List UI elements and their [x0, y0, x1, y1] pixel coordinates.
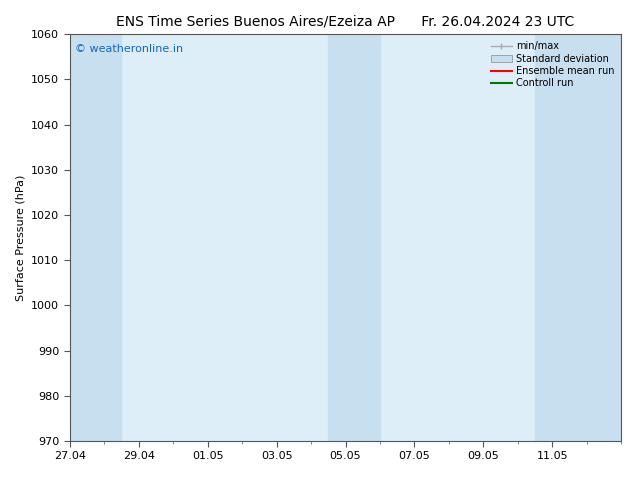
Bar	[535, 34, 621, 441]
Legend: min/max, Standard deviation, Ensemble mean run, Controll run: min/max, Standard deviation, Ensemble me…	[489, 39, 616, 90]
Y-axis label: Surface Pressure (hPa): Surface Pressure (hPa)	[16, 174, 25, 301]
Title: ENS Time Series Buenos Aires/Ezeiza AP      Fr. 26.04.2024 23 UTC: ENS Time Series Buenos Aires/Ezeiza AP F…	[117, 15, 574, 29]
Text: © weatheronline.in: © weatheronline.in	[75, 45, 183, 54]
Bar	[70, 34, 122, 441]
Bar	[328, 34, 380, 441]
